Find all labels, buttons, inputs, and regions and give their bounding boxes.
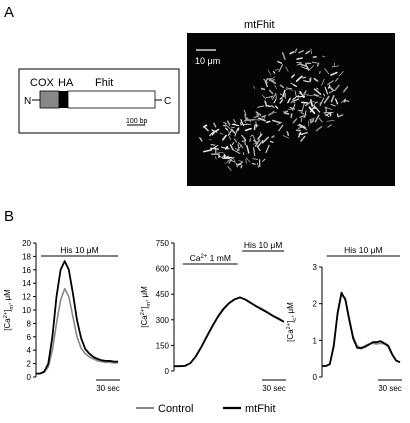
- trace-mtfhit: [174, 296, 285, 368]
- legend-label-control: Control: [158, 403, 193, 415]
- y-tick-label: 2: [27, 360, 32, 369]
- stimulus-label: His 10 μM: [60, 245, 98, 255]
- construct-diagram: COX HA Fhit N C 100 bp: [18, 68, 180, 134]
- stimulus-label: His 10 μM: [344, 245, 382, 255]
- y-tick-label: 0: [313, 373, 318, 382]
- construct-scale-label: 100 bp: [126, 118, 148, 125]
- time-scale-label: 30 sec: [378, 384, 402, 393]
- fluorescent-cells: [199, 48, 350, 171]
- trace-control: [174, 296, 285, 368]
- stimulus-label: His 10 μM: [244, 240, 282, 250]
- y-tick-label: 18: [22, 252, 31, 261]
- trace-control: [36, 287, 118, 375]
- y-axis-label: [Ca2+]m, μM: [3, 289, 15, 331]
- trace-control: [322, 293, 401, 367]
- legend: Control mtFhit: [136, 403, 276, 415]
- y-tick-label: 1: [313, 336, 318, 345]
- segment-ha: [59, 91, 68, 108]
- y-tick-label: 600: [156, 265, 170, 274]
- y-tick-label: 10: [22, 306, 31, 315]
- segment-label-ha: HA: [58, 77, 74, 89]
- y-tick-label: 0: [27, 373, 32, 382]
- legend-label-mtfhit: mtFhit: [245, 403, 276, 415]
- micrograph-title: mtFhit: [244, 19, 275, 31]
- trace-plot-1: 0 2 4 6 8 10 12 14 16 18 20 [Ca2+]m, μM His 10 μM 30 …: [3, 239, 120, 393]
- stimulus-label: Ca2+ 1 mM: [190, 253, 231, 263]
- y-axis-label: [Ca2+]m, μM: [140, 286, 152, 328]
- micrograph-scale-label: 10 μm: [195, 56, 220, 66]
- trace-mtfhit: [36, 260, 118, 375]
- y-tick-label: 750: [156, 239, 170, 248]
- trace-plot-2: 0 150 300 450 600 750 [Ca2+]m, μM Ca2+ 1 mM His …: [140, 239, 286, 393]
- y-tick-label: 450: [156, 290, 170, 299]
- y-tick-label: 12: [22, 293, 31, 302]
- segment-label-cox: COX: [30, 77, 55, 89]
- y-tick-label: 150: [156, 341, 170, 350]
- y-tick-label: 8: [27, 319, 32, 328]
- panel-a-label: A: [4, 4, 14, 21]
- y-axis-label: [Ca2+]c, μM: [286, 302, 298, 342]
- time-scale-label: 30 sec: [262, 384, 286, 393]
- y-tick-label: 20: [22, 239, 31, 248]
- segment-fhit: [67, 90, 156, 109]
- micrograph: mtFhit 10 μm: [187, 19, 395, 186]
- y-tick-label: 16: [22, 266, 31, 275]
- y-tick-label: 14: [22, 279, 31, 288]
- time-scale-label: 30 sec: [96, 384, 120, 393]
- panel-b-label: B: [4, 208, 14, 225]
- y-tick-label: 3: [313, 263, 318, 272]
- y-tick-label: 4: [27, 346, 32, 355]
- y-tick-label: 6: [27, 333, 32, 342]
- trace-mtfhit: [322, 291, 401, 367]
- y-tick-label: 300: [156, 316, 170, 325]
- trace-plot-3: 0 1 2 3 [Ca2+]c, μM His 10 μM 30 sec: [286, 245, 402, 393]
- segment-cox: [39, 90, 60, 109]
- y-tick-label: 2: [313, 300, 318, 309]
- c-terminus-label: C: [164, 96, 171, 107]
- n-terminus-label: N: [24, 96, 31, 107]
- y-tick-label: 0: [165, 367, 170, 376]
- segment-label-fhit: Fhit: [95, 77, 113, 89]
